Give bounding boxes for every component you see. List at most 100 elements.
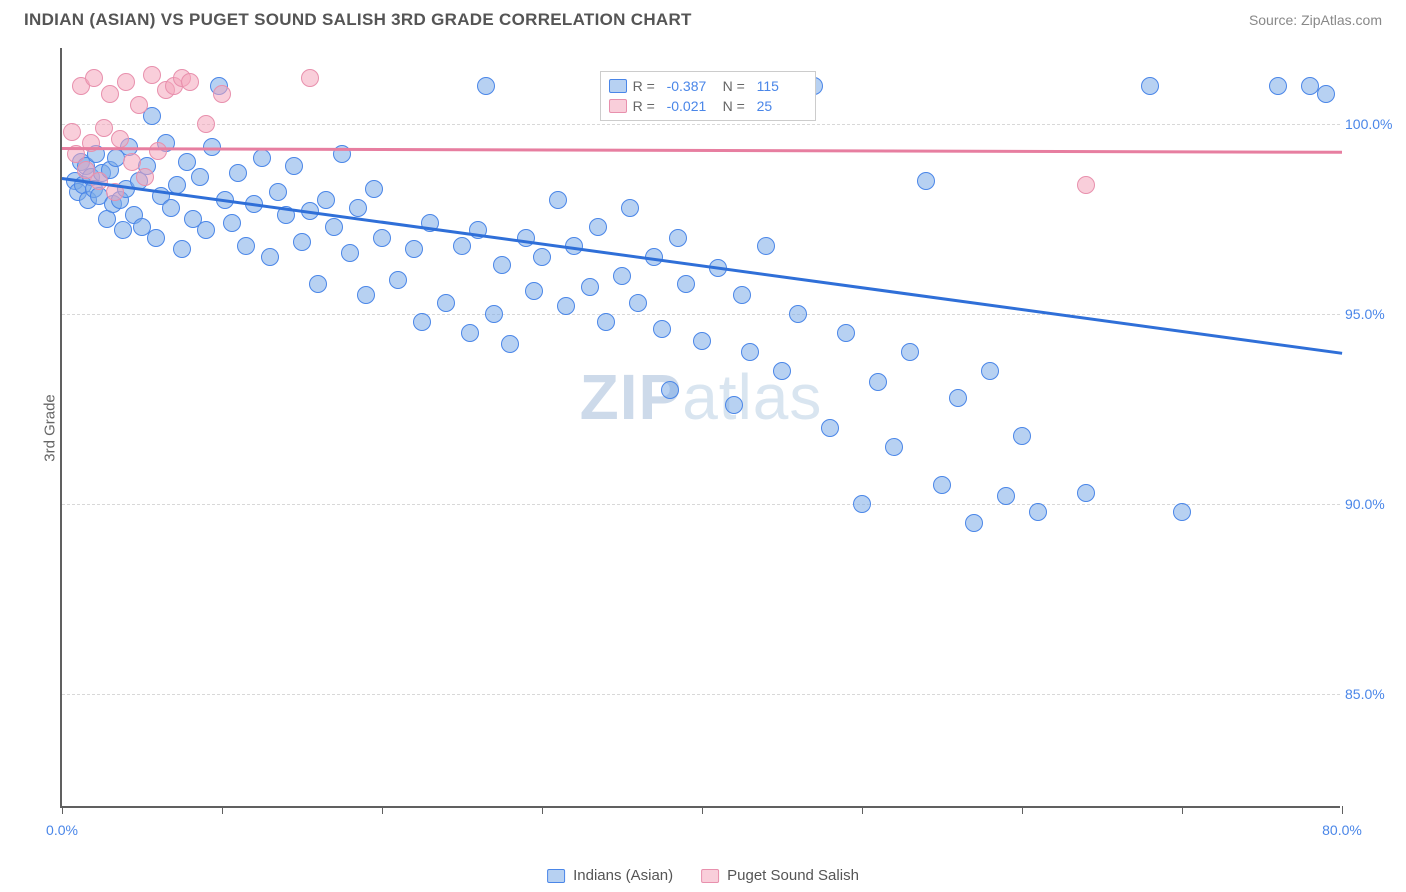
x-tick xyxy=(702,806,703,814)
data-point xyxy=(997,487,1015,505)
data-point xyxy=(136,168,154,186)
data-point xyxy=(1269,77,1287,95)
data-point xyxy=(191,168,209,186)
data-point xyxy=(981,362,999,380)
correlation-legend: R =-0.387N =115R =-0.021N = 25 xyxy=(600,71,816,121)
y-tick-label: 100.0% xyxy=(1345,116,1400,132)
data-point xyxy=(413,313,431,331)
data-point xyxy=(557,297,575,315)
data-point xyxy=(130,96,148,114)
data-point xyxy=(589,218,607,236)
data-point xyxy=(821,419,839,437)
data-point xyxy=(461,324,479,342)
data-point xyxy=(741,343,759,361)
data-point xyxy=(477,77,495,95)
legend-swatch xyxy=(609,79,627,93)
data-point xyxy=(373,229,391,247)
data-point xyxy=(301,69,319,87)
data-point xyxy=(285,157,303,175)
data-point xyxy=(405,240,423,258)
chart-title: INDIAN (ASIAN) VS PUGET SOUND SALISH 3RD… xyxy=(24,10,692,30)
data-point xyxy=(965,514,983,532)
gridline xyxy=(62,314,1340,315)
data-point xyxy=(1077,484,1095,502)
data-point xyxy=(147,229,165,247)
data-point xyxy=(597,313,615,331)
data-point xyxy=(773,362,791,380)
data-point xyxy=(1013,427,1031,445)
data-point xyxy=(1029,503,1047,521)
x-tick xyxy=(62,806,63,814)
data-point xyxy=(621,199,639,217)
x-tick-label: 80.0% xyxy=(1322,822,1362,838)
data-point xyxy=(693,332,711,350)
data-point xyxy=(162,199,180,217)
y-tick-label: 90.0% xyxy=(1345,496,1400,512)
gridline xyxy=(62,124,1340,125)
data-point xyxy=(613,267,631,285)
data-point xyxy=(1317,85,1335,103)
data-point xyxy=(143,66,161,84)
data-point xyxy=(525,282,543,300)
data-point xyxy=(757,237,775,255)
y-axis-label: 3rd Grade xyxy=(41,394,58,462)
x-tick xyxy=(862,806,863,814)
gridline xyxy=(62,504,1340,505)
data-point xyxy=(677,275,695,293)
legend-swatch xyxy=(701,869,719,883)
data-point xyxy=(533,248,551,266)
data-point xyxy=(197,221,215,239)
legend-item: Puget Sound Salish xyxy=(701,867,859,884)
data-point xyxy=(493,256,511,274)
data-point xyxy=(95,119,113,137)
data-point xyxy=(917,172,935,190)
data-point xyxy=(178,153,196,171)
x-tick xyxy=(382,806,383,814)
data-point xyxy=(1141,77,1159,95)
data-point xyxy=(229,164,247,182)
data-point xyxy=(885,438,903,456)
data-point xyxy=(453,237,471,255)
data-point xyxy=(101,85,119,103)
data-point xyxy=(837,324,855,342)
data-point xyxy=(253,149,271,167)
data-point xyxy=(293,233,311,251)
data-point xyxy=(581,278,599,296)
data-point xyxy=(733,286,751,304)
data-point xyxy=(149,142,167,160)
x-tick xyxy=(1342,806,1343,814)
trend-line xyxy=(62,177,1342,354)
data-point xyxy=(669,229,687,247)
chart-container: 3rd Grade ZIPatlas 85.0%90.0%95.0%100.0%… xyxy=(60,48,1340,808)
data-point xyxy=(309,275,327,293)
data-point xyxy=(789,305,807,323)
data-point xyxy=(197,115,215,133)
legend-label: Indians (Asian) xyxy=(573,867,673,884)
data-point xyxy=(325,218,343,236)
data-point xyxy=(853,495,871,513)
data-point xyxy=(1077,176,1095,194)
data-point xyxy=(517,229,535,247)
data-point xyxy=(114,221,132,239)
data-point xyxy=(549,191,567,209)
legend-row: R =-0.387N =115 xyxy=(609,76,807,96)
legend-item: Indians (Asian) xyxy=(547,867,673,884)
y-tick-label: 95.0% xyxy=(1345,306,1400,322)
data-point xyxy=(181,73,199,91)
data-point xyxy=(869,373,887,391)
data-point xyxy=(173,240,191,258)
legend-label: Puget Sound Salish xyxy=(727,867,859,884)
data-point xyxy=(949,389,967,407)
data-point xyxy=(111,130,129,148)
data-point xyxy=(437,294,455,312)
data-point xyxy=(501,335,519,353)
data-point xyxy=(213,85,231,103)
x-tick xyxy=(1022,806,1023,814)
data-point xyxy=(901,343,919,361)
data-point xyxy=(237,237,255,255)
data-point xyxy=(1173,503,1191,521)
data-point xyxy=(261,248,279,266)
data-point xyxy=(629,294,647,312)
x-tick xyxy=(542,806,543,814)
data-point xyxy=(365,180,383,198)
